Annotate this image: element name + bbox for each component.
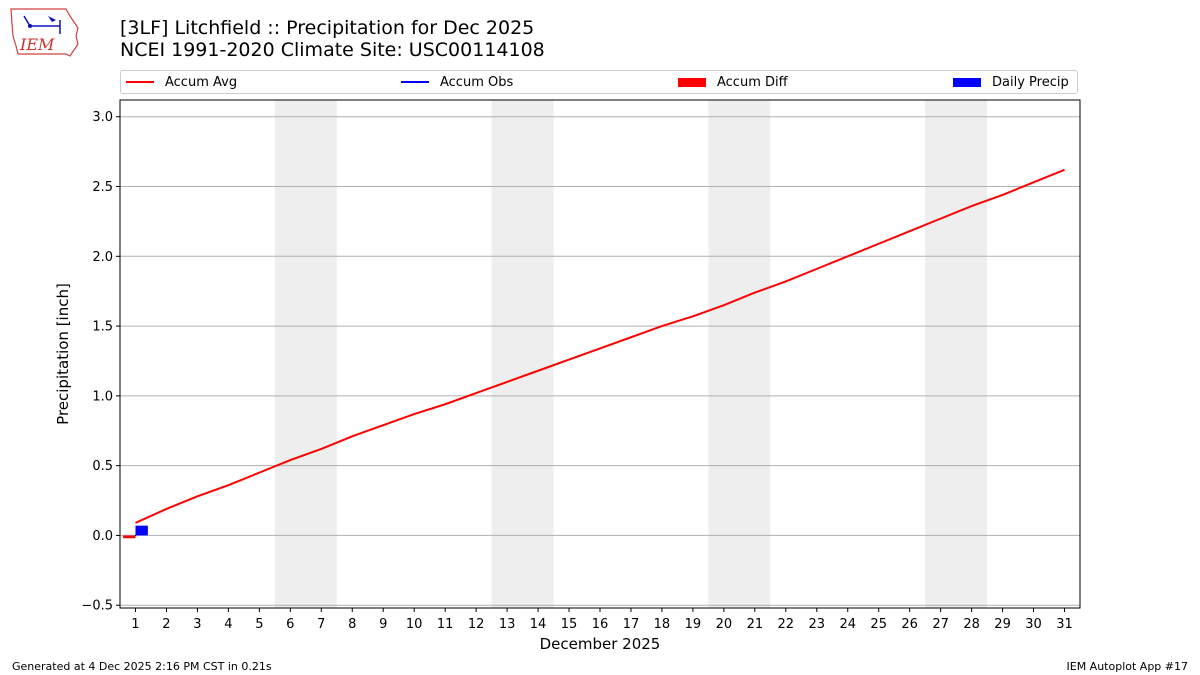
- logo-text: IEM: [19, 35, 55, 54]
- legend-swatch-accum-diff: [678, 77, 706, 87]
- x-axis-label: December 2025: [540, 635, 661, 653]
- x-tick-label: 6: [286, 617, 294, 632]
- y-axis-ticks: −0.5 0.0 0.5 1.0 1.5 2.0 2.5 3.0: [81, 110, 120, 614]
- x-tick-label: 14: [530, 617, 547, 632]
- chart-title: [3LF] Litchfield :: Precipitation for De…: [120, 17, 535, 39]
- x-tick-label: 19: [685, 617, 702, 632]
- x-tick-label: 9: [379, 617, 387, 632]
- weekend-band-3: [708, 100, 771, 608]
- x-tick-label: 23: [809, 617, 826, 632]
- legend-swatch-accum-avg: [126, 81, 154, 83]
- legend-label-accum-obs: Accum Obs: [440, 74, 514, 90]
- y-tick-label: 1.0: [92, 389, 113, 404]
- x-tick-label: 20: [716, 617, 733, 632]
- legend: Accum Avg Accum Obs Accum Diff Daily Pre…: [120, 70, 1078, 94]
- x-tick-label: 5: [255, 617, 263, 632]
- x-tick-label: 17: [623, 617, 640, 632]
- x-tick-label: 27: [932, 617, 949, 632]
- legend-label-accum-avg: Accum Avg: [165, 74, 238, 90]
- x-tick-label: 21: [747, 617, 764, 632]
- x-tick-label: 29: [994, 617, 1011, 632]
- x-tick-label: 7: [317, 617, 325, 632]
- x-tick-label: 3: [193, 617, 201, 632]
- legend-swatch-accum-obs: [401, 81, 429, 83]
- x-tick-label: 4: [224, 617, 232, 632]
- series-line-accum-avg: [135, 168, 1065, 524]
- x-tick-label: 18: [654, 617, 671, 632]
- gridlines-layer: [120, 116, 1080, 606]
- weekend-band-2: [491, 100, 554, 608]
- bar-accum-diff-day-1: [123, 535, 136, 539]
- x-tick-label: 30: [1025, 617, 1042, 632]
- x-tick-label: 22: [778, 617, 795, 632]
- legend-item-accum-diff: Accum Diff: [678, 71, 788, 93]
- legend-item-accum-avg: Accum Avg: [126, 71, 237, 93]
- weekend-band-4: [925, 100, 988, 608]
- legend-swatch-daily-precip: [953, 77, 981, 87]
- legend-item-accum-obs: Accum Obs: [401, 71, 513, 93]
- y-tick-label: 2.0: [92, 250, 113, 265]
- y-tick-label: 3.0: [92, 110, 113, 125]
- x-tick-label: 13: [499, 617, 516, 632]
- x-tick-label: 31: [1056, 617, 1073, 632]
- x-tick-label: 28: [963, 617, 980, 632]
- x-tick-label: 15: [561, 617, 578, 632]
- x-tick-label: 11: [437, 617, 454, 632]
- footer-generated-text: Generated at 4 Dec 2025 2:16 PM CST in 0…: [12, 660, 272, 673]
- legend-label-accum-diff: Accum Diff: [717, 74, 788, 90]
- x-tick-label: 10: [406, 617, 423, 632]
- x-tick-label: 24: [839, 617, 856, 632]
- y-tick-label: −0.5: [81, 599, 113, 614]
- y-axis-label: Precipitation [inch]: [54, 283, 72, 425]
- legend-item-daily-precip: Daily Precip: [953, 71, 1069, 93]
- y-tick-label: 0.0: [92, 529, 113, 544]
- y-tick-label: 1.5: [92, 320, 113, 335]
- x-tick-label: 16: [592, 617, 609, 632]
- iem-logo: IEM: [10, 8, 79, 57]
- y-tick-label: 0.5: [92, 459, 113, 474]
- x-tick-label: 25: [870, 617, 887, 632]
- x-axis-ticks: 1 2 3 4 5 6 7 8 9 10 11 12 13 14 15 16 17 18 19 20 21 22 23 24 2…: [131, 608, 1073, 632]
- bars-layer: [123, 525, 148, 539]
- weekend-band-1: [274, 100, 337, 608]
- x-tick-label: 1: [131, 617, 139, 632]
- y-tick-label: 2.5: [92, 180, 113, 195]
- legend-label-daily-precip: Daily Precip: [992, 74, 1069, 90]
- x-tick-label: 8: [348, 617, 356, 632]
- x-tick-label: 12: [468, 617, 485, 632]
- x-tick-label: 2: [162, 617, 170, 632]
- bar-daily-precip-day-1: [135, 525, 148, 536]
- weekend-shading-layer: [274, 100, 988, 608]
- footer-app-text: IEM Autoplot App #17: [1066, 660, 1189, 673]
- chart-subtitle: NCEI 1991-2020 Climate Site: USC00114108: [120, 39, 545, 61]
- x-tick-label: 26: [901, 617, 918, 632]
- series-point-accum-obs: [134, 534, 137, 537]
- lines-layer: [134, 168, 1065, 537]
